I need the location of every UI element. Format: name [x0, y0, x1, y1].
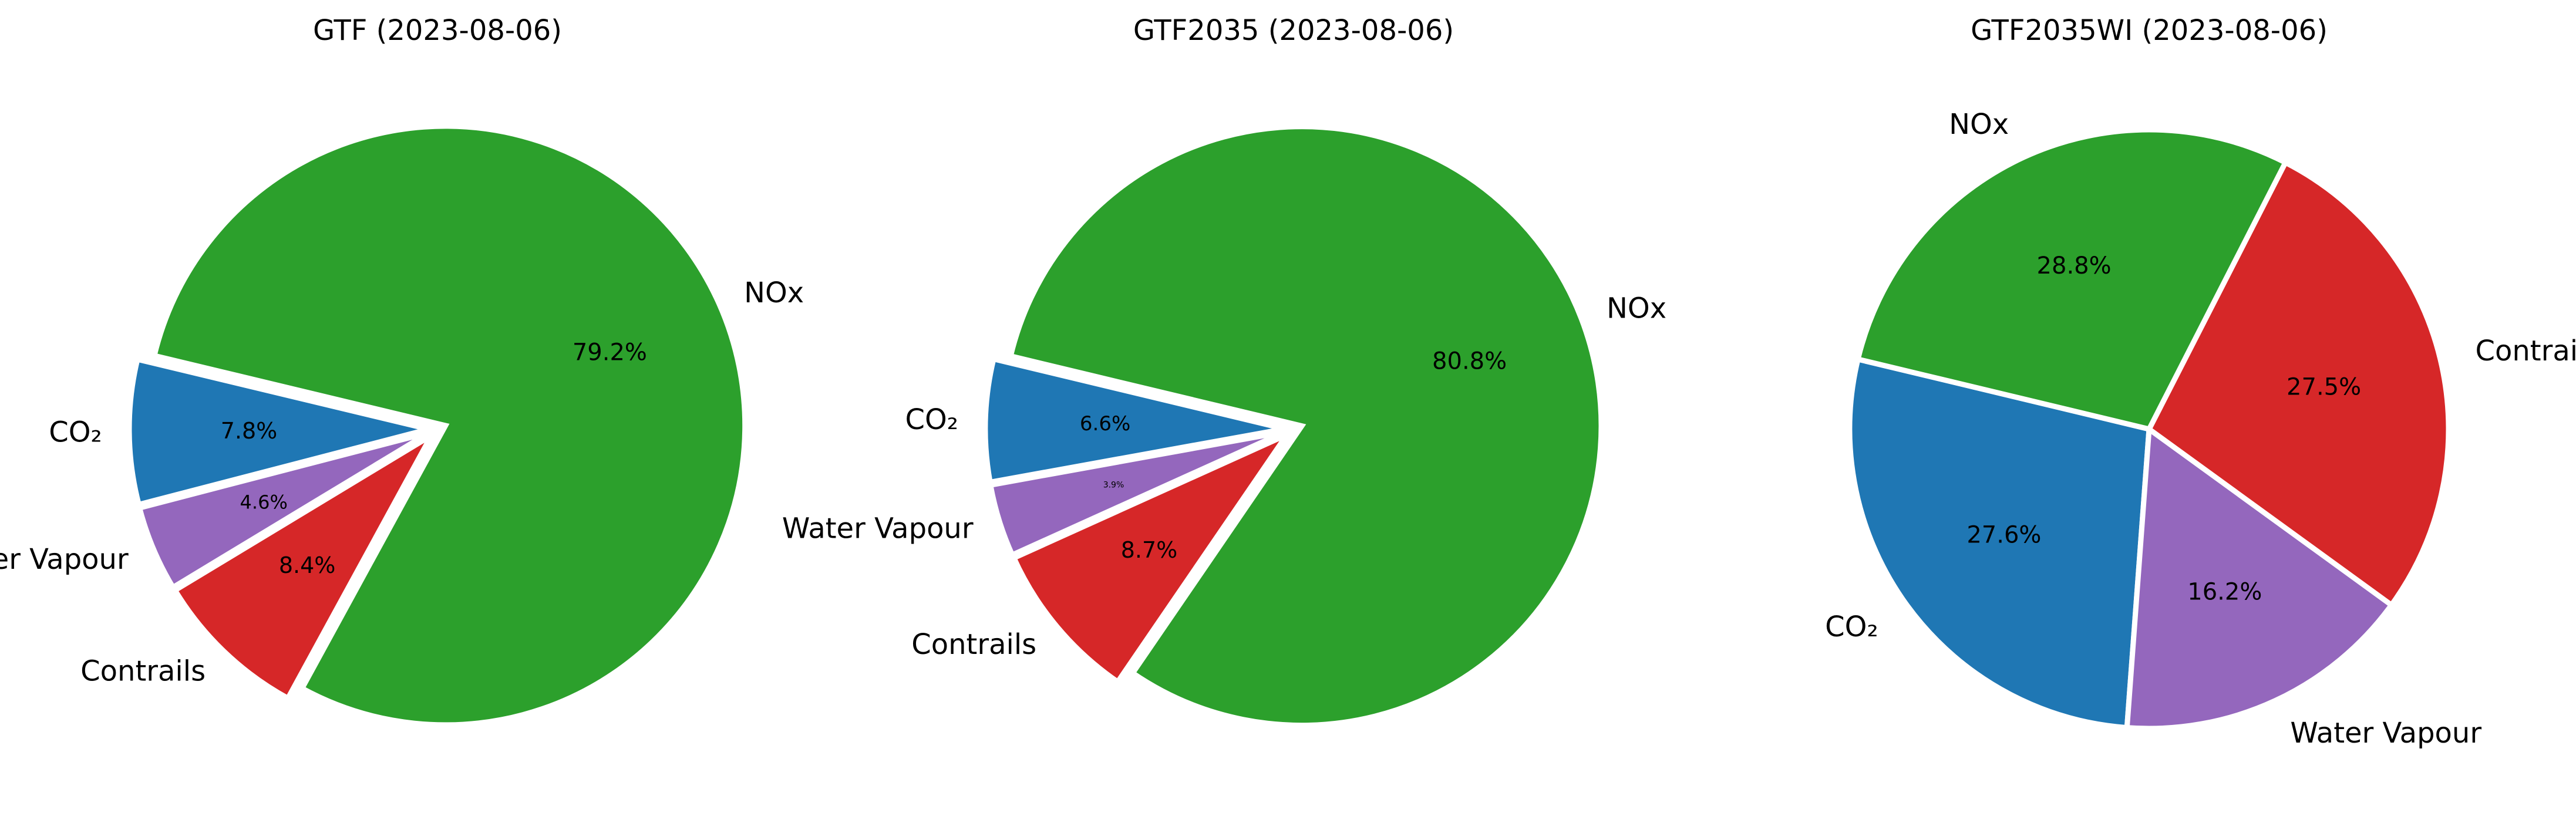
pie-chart-gtf2035wi: GTF2035WI (2023-08-06) 27.6% CO₂ 16.2% Wate…	[1825, 14, 2576, 750]
category-label-contrails: Contrails	[2476, 335, 2576, 367]
pie-title-gtf: GTF (2023-08-06)	[313, 14, 562, 47]
category-label-contrails: Contrails	[80, 655, 206, 688]
category-label-water-vapour: Water Vapour	[782, 512, 974, 545]
percent-label-co2: 6.6%	[1080, 412, 1130, 436]
category-label-co2: CO₂	[905, 403, 958, 436]
category-label-nox: NOx	[1949, 108, 2009, 141]
percent-label-contrails: 8.7%	[1121, 537, 1178, 563]
category-label-nox: NOx	[1607, 292, 1666, 325]
percent-label-water-vapour: 3.9%	[1103, 480, 1124, 490]
category-label-water-vapour: Water Vapour	[2290, 717, 2481, 750]
pie-title-gtf2035: GTF2035 (2023-08-06)	[1133, 14, 1454, 47]
percent-label-nox: 79.2%	[573, 339, 647, 366]
percent-label-contrails: 8.4%	[279, 552, 336, 578]
percent-label-nox: 80.8%	[1432, 348, 1507, 375]
category-label-co2: CO₂	[1825, 610, 1878, 643]
pie-slice-nox	[151, 123, 748, 728]
pie-slice-nox	[1854, 127, 2289, 433]
category-label-nox: NOx	[744, 276, 804, 309]
percent-label-co2: 27.6%	[1966, 521, 2041, 548]
category-label-co2: CO₂	[49, 416, 102, 448]
percent-label-water-vapour: 16.2%	[2187, 579, 2262, 606]
percent-label-water-vapour: 4.6%	[240, 491, 288, 514]
pie-slice-nox	[1007, 124, 1604, 728]
pie-slice-water-vapour	[136, 430, 431, 591]
pie-slice-co2	[982, 356, 1286, 485]
pie-slice-co2	[126, 356, 430, 508]
pie-slice-contrails	[2146, 158, 2452, 609]
pie-chart-gtf: GTF (2023-08-06) 7.8% CO₂ 4.6% Water Vapour…	[0, 14, 804, 728]
percent-label-nox: 28.8%	[2037, 252, 2112, 279]
pie-slice-water-vapour	[2124, 424, 2396, 731]
pie-slice-water-vapour	[987, 429, 1287, 559]
pie-slice-co2	[1847, 356, 2152, 731]
percent-label-co2: 7.8%	[221, 418, 278, 444]
pie-slice-contrails	[1010, 428, 1295, 686]
pie-title-gtf2035wi: GTF2035WI (2023-08-06)	[1971, 14, 2328, 47]
percent-label-contrails: 27.5%	[2287, 374, 2361, 401]
pie-slice-contrails	[171, 428, 439, 702]
category-label-water-vapour: Water Vapour	[0, 543, 129, 576]
category-label-contrails: Contrails	[911, 628, 1036, 661]
pie-chart-gtf2035: GTF2035 (2023-08-06) 6.6% CO₂ 3.9% Water Va…	[782, 14, 1666, 728]
